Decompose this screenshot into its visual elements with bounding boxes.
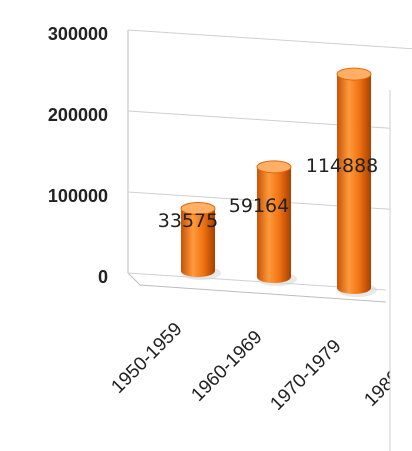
gridline bbox=[127, 29, 412, 50]
overlay-panel bbox=[390, 90, 412, 451]
x-tick-label: 1960-1969 bbox=[187, 327, 266, 406]
bar-top bbox=[180, 201, 216, 215]
y-tick-label: 200000 bbox=[48, 105, 108, 125]
bar-top bbox=[256, 160, 292, 174]
bar-body bbox=[257, 166, 291, 283]
data-label: 114888 bbox=[306, 155, 379, 177]
bar-body bbox=[337, 74, 371, 294]
y-axis-ticks: 0 100000 200000 300000 bbox=[48, 24, 108, 287]
chart-axes bbox=[127, 29, 412, 303]
bars bbox=[180, 67, 377, 297]
bar bbox=[256, 160, 297, 286]
y-tick-label: 300000 bbox=[48, 24, 108, 44]
x-tick-label: 1950-1959 bbox=[107, 319, 186, 398]
y-tick-label: 0 bbox=[98, 267, 108, 287]
bar bbox=[180, 201, 221, 280]
bar bbox=[336, 67, 377, 297]
data-label: 33575 bbox=[158, 210, 218, 232]
bar-body bbox=[181, 208, 215, 277]
bar-top bbox=[336, 67, 372, 81]
x-axis-ticks: 1950-1959 1960-1969 1970-1979 1980-19 bbox=[107, 319, 412, 415]
y-tick-label: 100000 bbox=[48, 186, 108, 206]
x-tick-label: 1970-1979 bbox=[266, 336, 345, 415]
data-label: 59164 bbox=[229, 195, 289, 217]
